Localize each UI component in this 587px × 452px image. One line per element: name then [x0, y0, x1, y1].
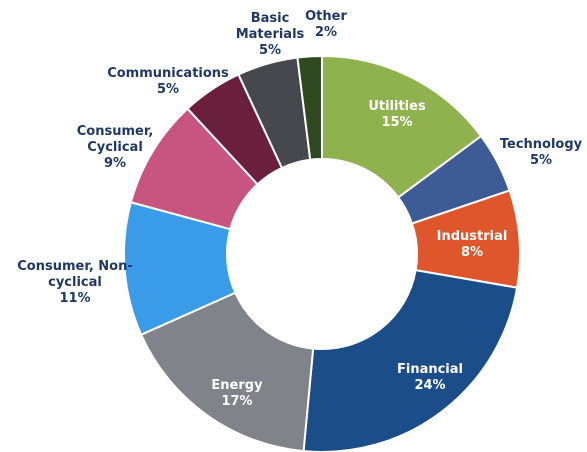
value-label: 15% [381, 115, 413, 130]
slice-label: Basic Materials 5% [233, 11, 308, 59]
category-label: Consumer, Cyclical [76, 124, 154, 155]
value-label: 5% [258, 43, 282, 58]
value-label: 2% [314, 25, 338, 40]
value-label: 24% [414, 378, 446, 393]
category-label: Utilities [368, 99, 426, 114]
slice-label: Consumer, Non-cyclical 11% [13, 259, 138, 307]
category-label: Communications [107, 66, 229, 81]
slice-label: Technology 5% [486, 137, 587, 169]
value-label: 9% [103, 156, 127, 171]
category-label: Other [305, 9, 347, 24]
value-label: 5% [156, 82, 180, 97]
donut-slice [321, 54, 483, 199]
slice-label: Industrial 8% [422, 229, 522, 261]
value-label: 11% [59, 291, 91, 306]
value-label: 17% [221, 394, 253, 409]
category-label: Industrial [436, 229, 508, 244]
slice-label: Communications 5% [98, 66, 238, 98]
donut-slice [139, 291, 315, 452]
value-label: 8% [460, 245, 484, 260]
category-label: Consumer, Non-cyclical [17, 259, 133, 290]
slice-label: Other 2% [296, 9, 356, 41]
slice-label: Utilities 15% [337, 99, 457, 131]
category-label: Energy [211, 378, 263, 393]
category-label: Technology [499, 137, 583, 152]
slice-label: Financial 24% [380, 362, 480, 394]
slice-label: Consumer, Cyclical 9% [68, 124, 163, 172]
slice-label: Energy 17% [187, 378, 287, 410]
category-label: Basic Materials [235, 11, 305, 42]
value-label: 5% [529, 153, 553, 168]
donut-slice [296, 54, 323, 161]
category-label: Financial [396, 362, 463, 377]
